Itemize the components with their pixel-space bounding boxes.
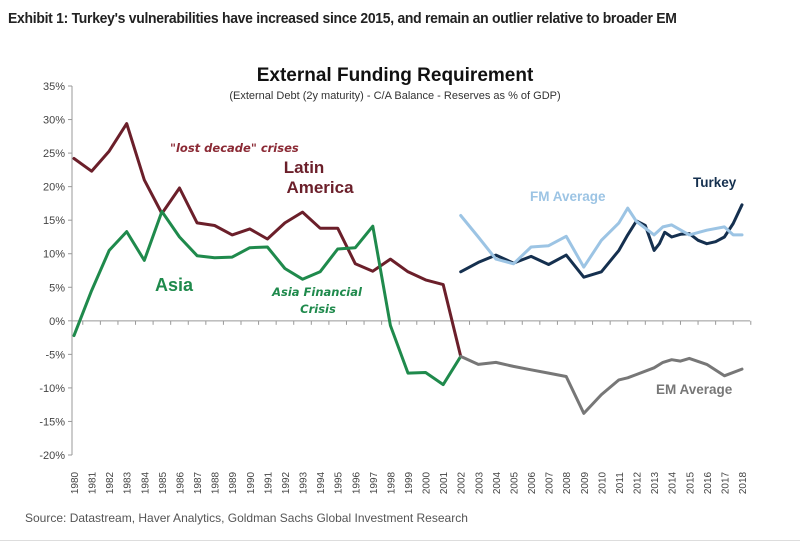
x-tick-label: 2009 (580, 471, 591, 494)
y-tick-label: 10% (43, 249, 65, 261)
x-tick-label: 1996 (351, 471, 362, 494)
x-tick-label: 1993 (299, 471, 310, 494)
y-tick-label: 20% (43, 182, 65, 194)
y-tick-label: -20% (39, 450, 65, 462)
annotation-em-average: EM Average (656, 382, 733, 397)
axes: 35% 30% 25% 20% 15% 10% 5% 0% -5% -10% -15% -20% 198… (39, 81, 752, 494)
x-tick-label: 2004 (492, 471, 503, 494)
x-tick-label: 2011 (615, 472, 626, 494)
y-tick-label: 35% (43, 81, 65, 93)
x-tick-label: 1994 (316, 471, 327, 494)
x-tick-label: 2006 (527, 471, 538, 494)
x-tick-label: 2012 (633, 471, 644, 494)
chart-title: External Funding Requirement (257, 65, 534, 86)
y-tick-label: 25% (43, 148, 65, 160)
bottom-divider (0, 540, 800, 541)
x-tick-label: 1982 (105, 471, 116, 494)
x-tick-label: 1991 (263, 471, 274, 494)
y-tick-label: 0% (49, 316, 65, 328)
x-tick-label: 1984 (140, 471, 151, 494)
annotation-asia: Asia (155, 275, 194, 295)
x-tick-label: 2010 (597, 471, 608, 494)
y-tick-label: -5% (45, 349, 65, 361)
x-tick-label: 1989 (228, 471, 239, 494)
annotation-turkey: Turkey (693, 175, 737, 190)
x-tick-label: 1992 (281, 471, 292, 494)
x-tick-label: 2016 (703, 471, 714, 494)
annotation-lost-decade: "lost decade" crises (170, 141, 299, 155)
x-tick-label: 1995 (334, 471, 345, 494)
x-tick-label: 1980 (70, 471, 81, 494)
chart-subtitle: (External Debt (2y maturity) - C/A Balan… (229, 90, 560, 102)
x-tick-label: 2001 (439, 471, 450, 494)
series-line-asia (72, 210, 463, 387)
y-tick-label: -15% (39, 416, 65, 428)
x-tick-label: 2008 (562, 471, 573, 494)
y-tick-label: 5% (49, 282, 65, 294)
annotation-crisis: Crisis (300, 302, 336, 316)
annotations: "lost decade" crises Latin America Asia … (155, 141, 737, 397)
series-line-em-average (459, 354, 744, 415)
annotation-fm-average: FM Average (530, 189, 606, 204)
x-tick-label: 2002 (457, 471, 468, 494)
x-tick-label: 1998 (386, 471, 397, 494)
annotation-latin: Latin (284, 158, 325, 177)
x-tick-label: 1988 (211, 471, 222, 494)
x-tick-label: 1985 (158, 471, 169, 494)
x-tick-label: 2000 (422, 471, 433, 494)
y-tick-label: -10% (39, 383, 65, 395)
x-tick-label: 2005 (509, 471, 520, 494)
x-tick-label: 1999 (404, 471, 415, 494)
x-tick-label: 2013 (650, 471, 661, 494)
series-line-fm-average (459, 206, 744, 269)
x-tick-label: 1981 (88, 471, 99, 494)
x-tick-label: 1986 (175, 471, 186, 494)
annotation-asia-financial: Asia Financial (271, 285, 363, 299)
y-tick-label: 30% (43, 115, 65, 127)
source-note: Source: Datastream, Haver Analytics, Gol… (25, 511, 468, 525)
y-tick-label: 15% (43, 215, 65, 227)
x-tick-label: 2003 (474, 471, 485, 494)
exhibit-title: Exhibit 1: Turkey's vulnerabilities have… (8, 10, 677, 27)
x-tick-label: 1987 (193, 471, 204, 494)
x-tick-label: 1997 (369, 471, 380, 494)
series-line-turkey (459, 203, 744, 279)
x-tick-label: 2017 (720, 471, 731, 494)
x-tick-label: 1983 (123, 471, 134, 494)
annotation-america: America (286, 178, 354, 197)
x-tick-label: 1990 (246, 471, 257, 494)
x-tick-label: 2007 (545, 471, 556, 494)
x-tick-label: 2015 (685, 471, 696, 494)
x-tick-label: 2014 (668, 471, 679, 494)
x-tick-label: 2018 (738, 471, 749, 494)
series-group (72, 122, 744, 415)
series-line-latin-america (72, 122, 463, 358)
